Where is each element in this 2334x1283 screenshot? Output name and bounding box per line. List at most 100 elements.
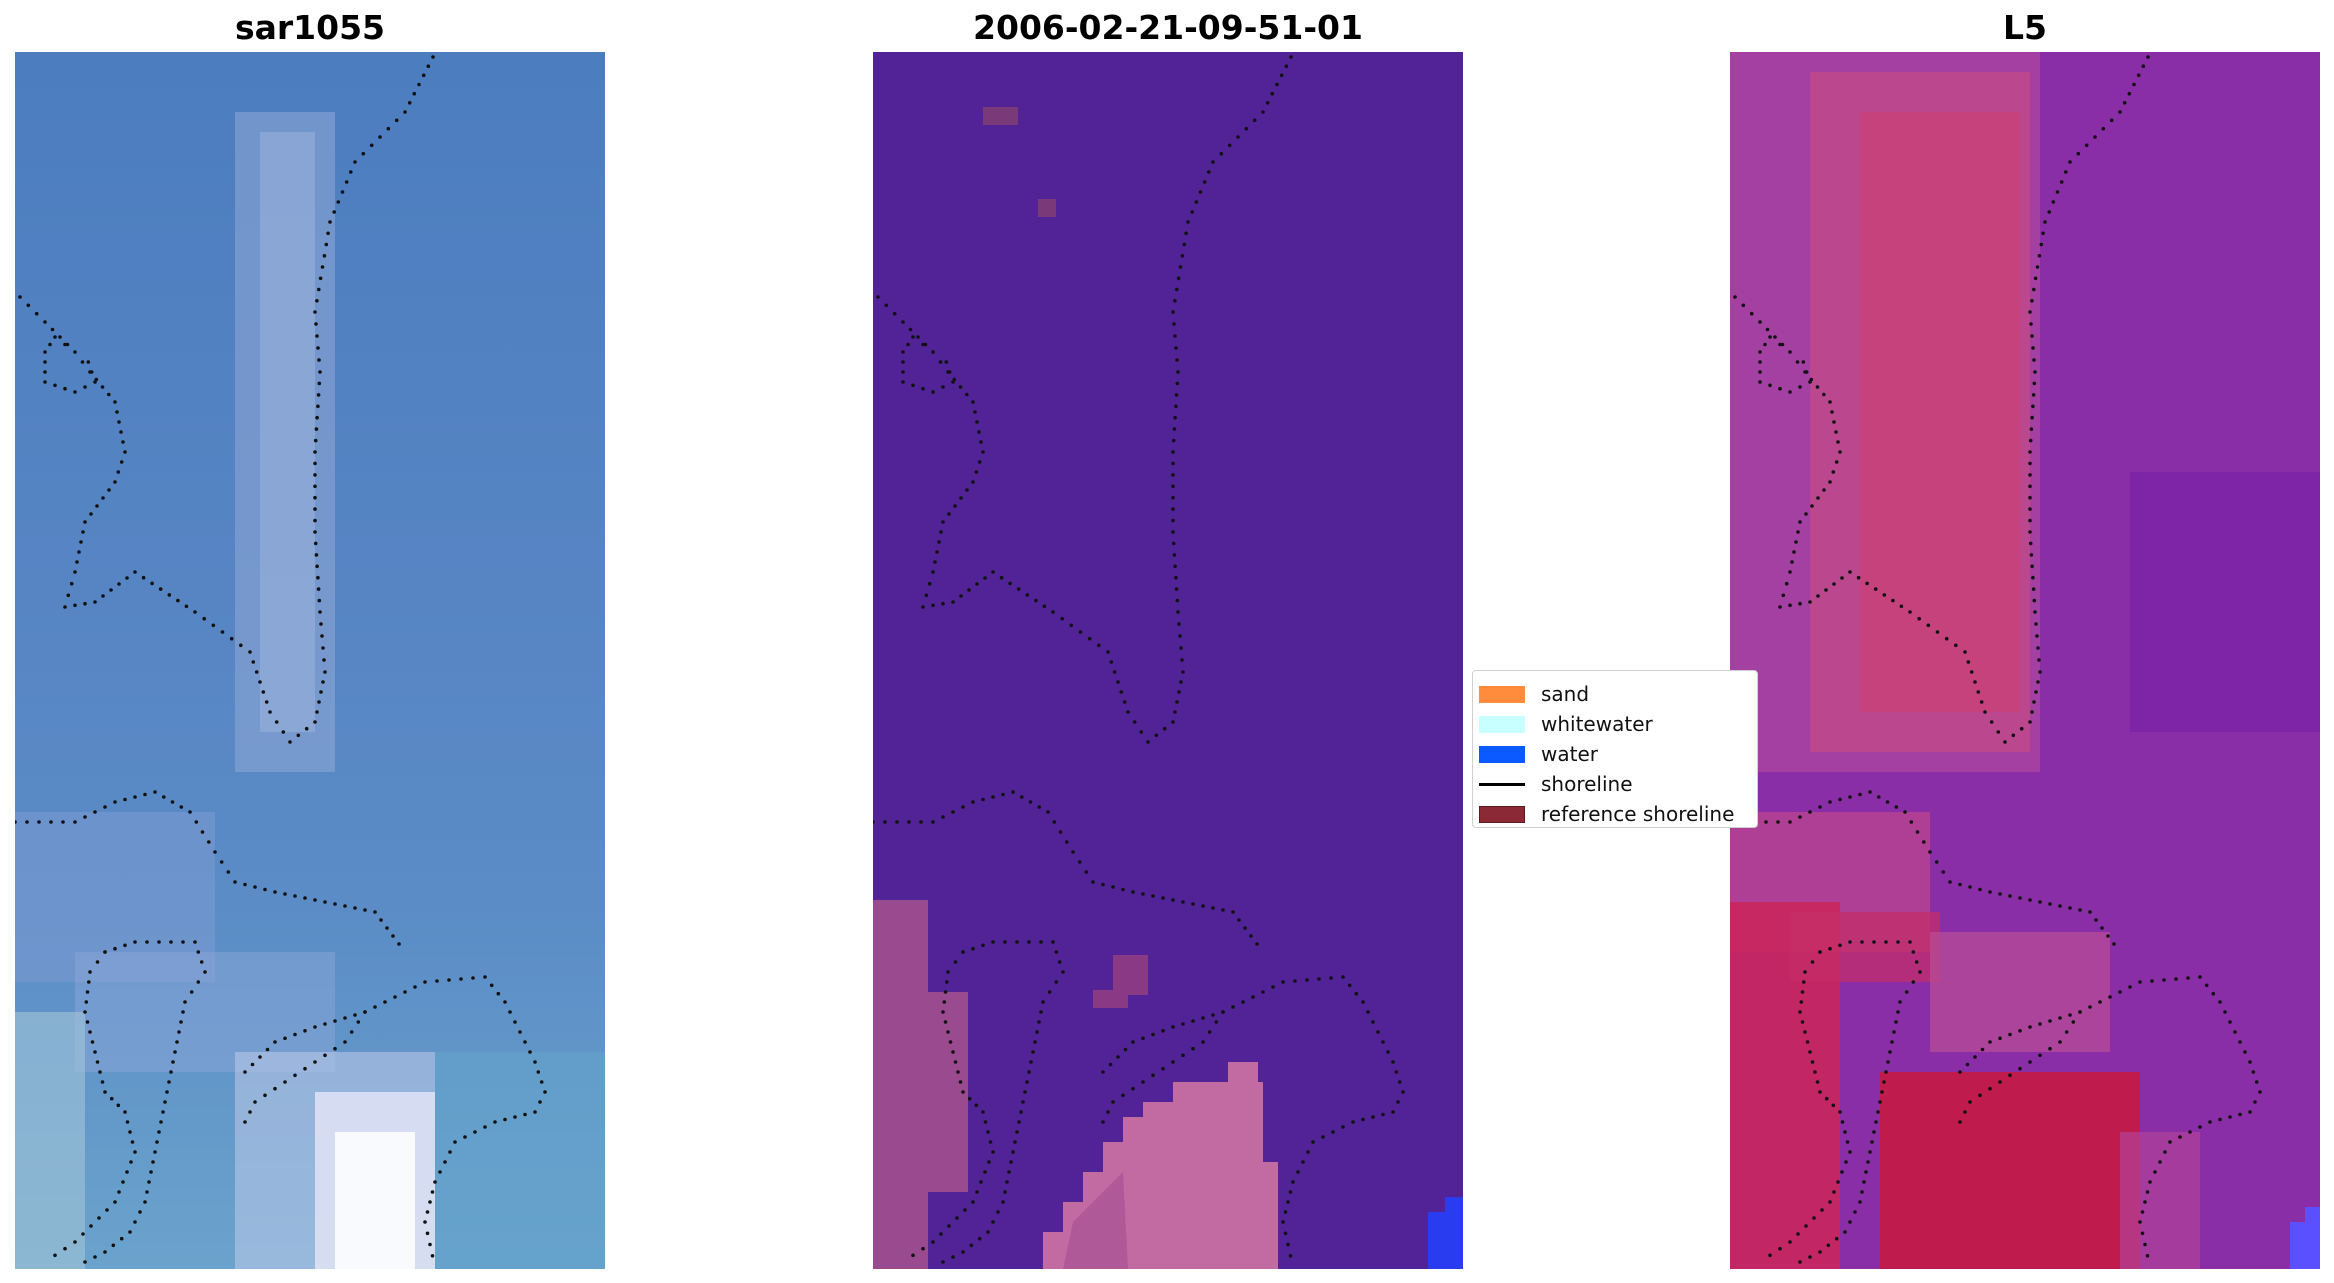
shoreline-point <box>1013 1140 1017 1144</box>
shoreline-point <box>1864 1170 1868 1174</box>
shoreline-point <box>1161 1066 1165 1071</box>
shoreline-point <box>1317 977 1321 981</box>
shoreline-point <box>2088 910 2092 914</box>
shoreline-point <box>117 582 121 586</box>
shoreline-point <box>58 335 62 339</box>
shoreline-point <box>2033 370 2037 374</box>
shoreline-point <box>1941 870 1946 874</box>
legend-item-sand: sand <box>1479 679 1757 709</box>
shoreline-point <box>1041 1000 1045 1004</box>
shoreline-point <box>319 690 323 694</box>
shoreline-point <box>321 646 325 650</box>
shoreline-point <box>1174 404 1178 409</box>
shoreline-point <box>1101 882 1105 887</box>
shoreline-point <box>1329 976 1333 980</box>
shoreline-line-swatch <box>1479 782 1525 786</box>
shoreline-point <box>84 1000 89 1004</box>
shoreline-point <box>1237 918 1241 922</box>
shoreline-point <box>123 943 127 948</box>
shoreline-point <box>1845 1140 1850 1144</box>
map-legend: sand whitewater water shoreline referenc… <box>1472 670 1758 828</box>
legend-label: whitewater <box>1541 712 1653 736</box>
shoreline-point <box>1778 386 1782 391</box>
shoreline-point <box>1828 400 1832 404</box>
shoreline-point <box>1291 1180 1295 1184</box>
shoreline-point <box>385 926 389 930</box>
shoreline-point <box>138 1210 142 1214</box>
shoreline-point <box>1386 1050 1390 1054</box>
shoreline-point <box>1998 1036 2002 1041</box>
shoreline-point <box>967 588 971 592</box>
shoreline-point <box>383 1000 387 1004</box>
shoreline-point <box>453 1140 457 1144</box>
shoreline-point <box>2028 518 2032 523</box>
shoreline-point <box>133 795 137 799</box>
shoreline-point <box>323 900 327 904</box>
shoreline-point <box>883 820 887 824</box>
shoreline-point <box>313 541 318 546</box>
shoreline-point <box>83 520 87 524</box>
shoreline-point <box>1882 1080 1886 1084</box>
shoreline-point <box>1808 1050 1812 1054</box>
shoreline-point <box>1172 553 1177 557</box>
shoreline-point <box>901 370 905 374</box>
shoreline-point <box>1011 1150 1015 1154</box>
shoreline-point <box>1804 512 1808 516</box>
shoreline-point <box>1171 1025 1175 1029</box>
shoreline-point <box>959 496 963 500</box>
shoreline-point <box>313 310 317 314</box>
shoreline-point <box>1830 410 1834 414</box>
shoreline-point <box>202 616 206 621</box>
shoreline-point <box>981 450 985 454</box>
shoreline-point <box>163 1100 167 1104</box>
shoreline-point <box>95 960 100 964</box>
shoreline-point <box>2028 495 2032 500</box>
shoreline-point <box>1151 894 1155 898</box>
shoreline-point <box>1822 488 1826 492</box>
shoreline-point <box>1965 1062 1970 1067</box>
shoreline-point <box>965 392 969 397</box>
shoreline-point <box>1894 1020 1898 1024</box>
shoreline-point <box>219 860 224 864</box>
shoreline-point <box>1077 860 1082 864</box>
classified-image <box>873 55 1463 1269</box>
shoreline-point <box>483 1125 487 1129</box>
shoreline-point <box>1001 1200 1005 1204</box>
shoreline-point <box>1131 890 1135 894</box>
shoreline-point <box>1017 1120 1021 1124</box>
shoreline-point <box>1820 1208 1824 1212</box>
shoreline-point <box>1021 1100 1025 1104</box>
shoreline-point <box>93 1050 97 1054</box>
shoreline-point <box>1788 350 1792 354</box>
shoreline-point <box>1798 1260 1802 1264</box>
shoreline-point <box>1888 1050 1892 1054</box>
shoreline-point <box>2141 64 2146 68</box>
shoreline-point <box>1828 480 1832 484</box>
shoreline-point <box>1211 160 1215 164</box>
shoreline-point <box>1843 1230 1847 1234</box>
shoreline-point <box>2153 1170 2157 1174</box>
shoreline-point <box>1836 440 1840 444</box>
shoreline-point <box>43 320 47 324</box>
shoreline-point <box>2034 690 2038 694</box>
shoreline-point <box>116 1103 121 1108</box>
shoreline-point <box>953 504 957 508</box>
shoreline-point <box>1818 1090 1822 1094</box>
shoreline-point <box>2036 680 2040 684</box>
shoreline-point <box>25 820 29 824</box>
shoreline-point <box>1798 520 1802 524</box>
shoreline-point <box>254 670 259 674</box>
shoreline-point <box>931 350 935 354</box>
shoreline-point <box>412 91 417 96</box>
shoreline-point <box>1391 1060 1395 1064</box>
shoreline-point <box>1109 660 1114 664</box>
shoreline-point <box>971 800 975 804</box>
shoreline-point <box>1288 1254 1293 1258</box>
shoreline-point <box>417 82 421 87</box>
shoreline-point <box>2028 473 2032 477</box>
shoreline-point <box>1890 1040 1894 1044</box>
shoreline-point <box>1733 295 1737 299</box>
shoreline-point <box>397 942 401 946</box>
shoreline-point <box>503 1117 507 1122</box>
shoreline-point <box>1054 950 1059 954</box>
